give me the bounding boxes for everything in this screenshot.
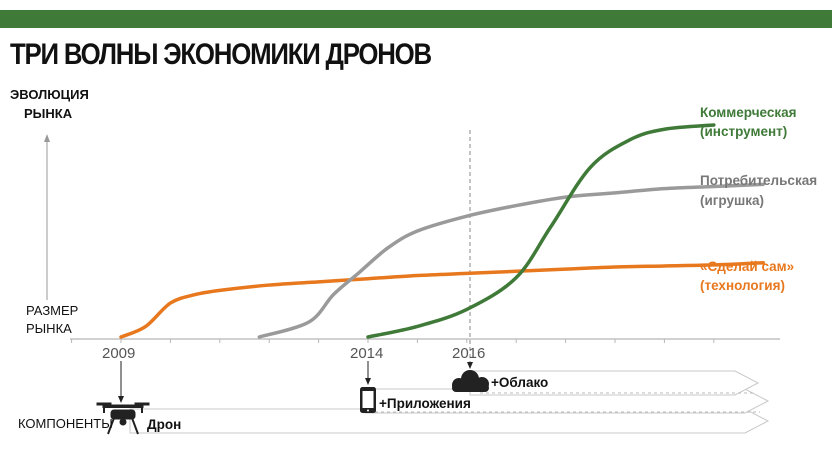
smartphone-icon bbox=[360, 387, 376, 413]
y-axis-arrowhead bbox=[44, 134, 50, 142]
x-tick-label-2016: 2016 bbox=[452, 345, 485, 362]
y-axis-top-label-line1: ЭВОЛЮЦИЯ bbox=[10, 87, 89, 102]
series-line-consumer bbox=[257, 182, 765, 339]
arrowhead-2016 bbox=[467, 362, 473, 369]
components-axis-label: КОМПОНЕНТЫ bbox=[18, 416, 113, 431]
cloud-icon bbox=[452, 370, 489, 392]
drone-icon bbox=[96, 402, 150, 435]
arrowhead-2014 bbox=[365, 378, 371, 385]
series-line-commercial bbox=[366, 123, 716, 339]
series-line-diy bbox=[119, 261, 765, 339]
component-label-apps: +Приложения bbox=[379, 396, 471, 411]
x-tick-label-2009: 2009 bbox=[102, 345, 135, 362]
arrowhead-2009 bbox=[118, 396, 124, 403]
series-label-diy-line2: (технология) bbox=[700, 278, 785, 293]
series-label-diy-line1: «Сделай сам» bbox=[700, 259, 794, 274]
series-label-consumer-line1: Потребительская bbox=[700, 173, 817, 188]
component-label-drone: Дрон bbox=[147, 417, 181, 432]
y-axis-bottom-label-line1: РАЗМЕР bbox=[26, 303, 78, 318]
y-axis-top-label-line2: РЫНКА bbox=[24, 106, 73, 121]
x-axis-minor-ticks bbox=[71, 339, 715, 343]
header-accent-bar bbox=[0, 10, 832, 28]
series-label-commercial-line2: (инструмент) bbox=[700, 124, 787, 139]
series-label-consumer-line2: (игрушка) bbox=[700, 193, 764, 208]
y-axis-bottom-label-line2: РЫНКА bbox=[26, 321, 72, 336]
chart-title: ТРИ ВОЛНЫ ЭКОНОМИКИ ДРОНОВ bbox=[10, 38, 432, 71]
series-label-commercial-line1: Коммерческая bbox=[700, 105, 797, 120]
x-tick-label-2014: 2014 bbox=[350, 345, 383, 362]
component-label-cloud: +Облако bbox=[491, 375, 548, 390]
